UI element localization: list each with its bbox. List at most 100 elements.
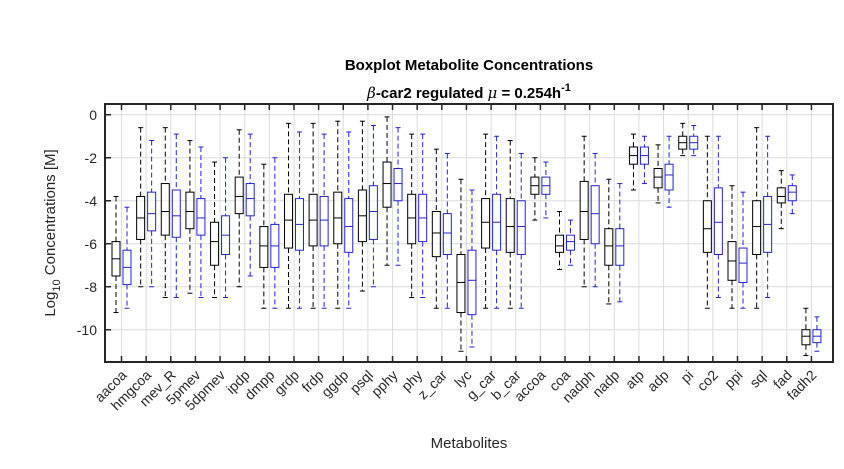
box-iqr bbox=[259, 226, 269, 268]
y-tick-label: -4 bbox=[85, 193, 98, 209]
x-tick-label: pphy bbox=[368, 367, 401, 400]
box-s2-lyc bbox=[467, 189, 477, 348]
box-s2-ipdp bbox=[245, 133, 255, 277]
box-s2-frdp bbox=[319, 133, 329, 309]
box-s2-b_car bbox=[516, 152, 526, 309]
box-iqr bbox=[615, 228, 625, 266]
box-s1-fad bbox=[776, 170, 786, 230]
box-s1-atp bbox=[628, 133, 638, 191]
x-tick-label: adp bbox=[644, 367, 672, 395]
box-iqr bbox=[713, 187, 723, 256]
box-s2-fadh2 bbox=[812, 316, 822, 352]
box-iqr bbox=[604, 228, 614, 266]
y-axis-label: Log10 Concentrations [M] bbox=[42, 149, 63, 316]
y-label-sub: 10 bbox=[51, 279, 63, 291]
box-s2-dmpp bbox=[270, 157, 280, 309]
box-iqr bbox=[344, 198, 354, 253]
box-iqr bbox=[147, 191, 157, 232]
box-s1-lyc bbox=[456, 178, 466, 352]
box-s2-pi bbox=[689, 125, 699, 157]
box-s1-hmgcoa bbox=[136, 127, 146, 288]
box-s1-phy bbox=[407, 133, 417, 298]
box-s2-ppi bbox=[738, 191, 748, 309]
box-iqr bbox=[160, 183, 170, 236]
box-iqr bbox=[787, 185, 797, 202]
box-s2-ggdp bbox=[344, 131, 354, 309]
box-s1-accoa bbox=[530, 157, 540, 221]
x-tick-label: atp bbox=[622, 367, 647, 392]
box-iqr bbox=[431, 211, 441, 258]
box-s1-z_car bbox=[431, 148, 441, 309]
y-tick-label: 0 bbox=[89, 107, 97, 123]
box-s1-frdp bbox=[308, 122, 318, 309]
box-iqr bbox=[467, 249, 477, 316]
box-s2-aacoa bbox=[122, 206, 132, 309]
box-iqr bbox=[407, 193, 417, 245]
box-s1-ipdp bbox=[234, 129, 244, 288]
x-tick-label: ggdp bbox=[318, 367, 351, 400]
x-tick-label: co2 bbox=[694, 367, 721, 394]
box-s1-co2 bbox=[702, 135, 712, 309]
box-iqr bbox=[579, 180, 589, 240]
box-iqr bbox=[393, 168, 403, 202]
boxes bbox=[111, 116, 822, 357]
box-iqr bbox=[245, 183, 255, 217]
box-s2-coa bbox=[566, 219, 576, 266]
box-iqr bbox=[196, 198, 206, 236]
box-s1-fadh2 bbox=[801, 307, 811, 357]
box-s2-hmgcoa bbox=[147, 140, 157, 288]
box-s2-nadp bbox=[615, 183, 625, 303]
box-iqr bbox=[185, 191, 195, 230]
box-s2-5dpmev bbox=[221, 157, 231, 298]
box-iqr bbox=[505, 198, 515, 253]
box-iqr bbox=[319, 195, 329, 247]
subtitle-beta: β bbox=[366, 84, 376, 102]
chart-title: Boxplot Metabolite Concentrations bbox=[345, 57, 593, 74]
box-s1-5pmev bbox=[185, 140, 195, 294]
subtitle-part1: -car2 regulated bbox=[376, 85, 488, 102]
box-s1-ggdp bbox=[333, 120, 343, 309]
box-s1-psql bbox=[357, 120, 367, 292]
box-iqr bbox=[590, 185, 600, 245]
box-s1-nadph bbox=[579, 135, 589, 288]
box-iqr bbox=[776, 187, 786, 204]
box-iqr bbox=[664, 163, 674, 191]
grid bbox=[105, 104, 833, 362]
y-tick-label: -8 bbox=[85, 279, 98, 295]
box-s1-dmpp bbox=[259, 163, 269, 309]
box-s2-sql bbox=[763, 135, 773, 298]
box-s2-pphy bbox=[393, 127, 403, 266]
box-s2-5pmev bbox=[196, 146, 206, 298]
box-s2-grdp bbox=[294, 131, 304, 309]
box-s2-co2 bbox=[713, 135, 723, 298]
box-s1-pi bbox=[678, 122, 688, 157]
box-iqr bbox=[566, 234, 576, 251]
box-iqr bbox=[442, 213, 452, 255]
box-iqr bbox=[481, 198, 491, 249]
box-iqr bbox=[456, 254, 466, 314]
box-s1-5dpmev bbox=[210, 161, 220, 298]
box-s1-ppi bbox=[727, 185, 737, 309]
box-s1-aacoa bbox=[111, 195, 121, 314]
chart-subtitle: β-car2 regulated μ = 0.254h-1 bbox=[366, 82, 571, 102]
box-iqr bbox=[555, 234, 565, 253]
box-iqr bbox=[702, 200, 712, 253]
box-iqr bbox=[234, 176, 244, 215]
y-tick-label: -2 bbox=[85, 150, 98, 166]
box-iqr bbox=[738, 247, 748, 283]
box-iqr bbox=[368, 185, 378, 240]
y-tick-label: -10 bbox=[77, 322, 97, 338]
x-tick-label: z_car bbox=[414, 367, 450, 403]
y-label-suffix: Concentrations [M] bbox=[42, 149, 59, 279]
box-s2-g_car bbox=[492, 135, 502, 309]
box-s1-g_car bbox=[481, 133, 491, 309]
x-tick-label: nadp bbox=[589, 367, 622, 400]
box-s2-adp bbox=[664, 135, 674, 208]
y-label-prefix: Log bbox=[42, 292, 59, 317]
box-s1-sql bbox=[752, 127, 762, 309]
box-s1-coa bbox=[555, 211, 565, 271]
box-s2-phy bbox=[418, 133, 428, 298]
x-axis-label: Metabolites bbox=[431, 435, 508, 452]
subtitle-sup: -1 bbox=[561, 82, 571, 94]
